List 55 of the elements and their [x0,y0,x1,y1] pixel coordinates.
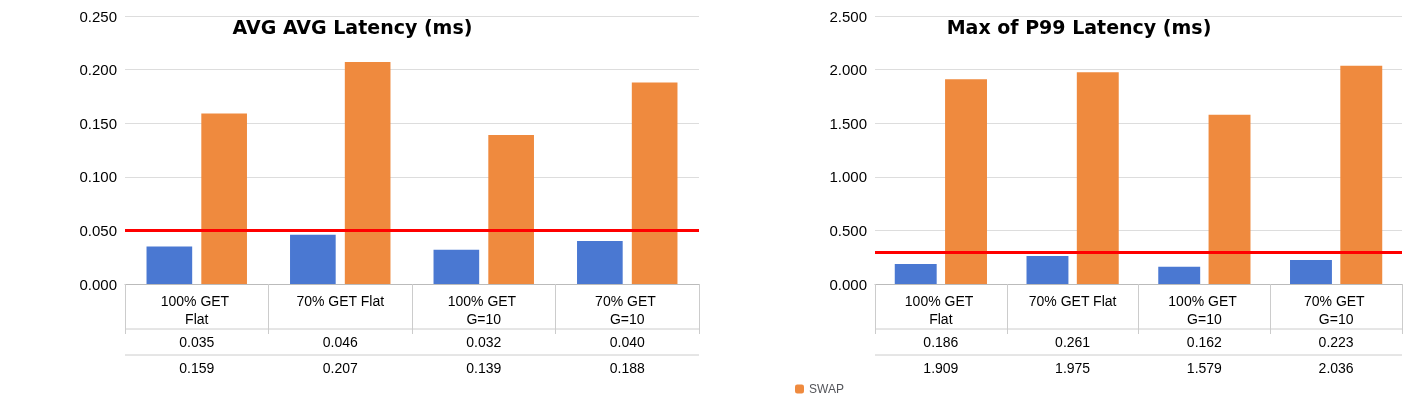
y-tick-label: 0.150 [79,114,117,132]
data-label: 0.188 [609,360,645,376]
data-label: 0.040 [609,334,645,350]
bar [201,113,247,284]
data-label: 0.159 [179,360,215,376]
x-tick-label: 70% GET G=10 [1303,293,1369,327]
bar [945,79,987,284]
y-tick-label: 0.100 [79,168,117,186]
data-label: 0.186 [923,334,959,350]
y-tick-label: 0.050 [79,221,117,239]
bar [1340,65,1383,284]
y-tick-label: 0.000 [829,275,867,293]
data-label: 0.223 [1318,334,1354,350]
bar [1290,260,1332,284]
x-tick-label: 70% GET Flat [1028,293,1117,309]
bar [1026,256,1069,284]
bar [631,82,678,284]
y-tick-label: 0.000 [79,275,117,293]
data-label: 0.139 [466,360,502,376]
data-label: 0.261 [1055,334,1091,350]
y-tick-label: 0.500 [829,221,867,239]
legend-label: SWAP [809,382,844,396]
bar [344,62,391,284]
x-tick-label: 100% GET Flat [160,293,233,327]
y-tick-label: 1.500 [829,114,867,132]
bar [894,264,937,284]
y-tick-label: 2.000 [829,61,867,79]
bar [1158,266,1201,284]
x-tick-label: 70% GET Flat [296,293,385,309]
y-tick-label: 1.000 [829,168,867,186]
bar [1076,72,1119,284]
x-tick-label: 100% GET G=10 [1168,293,1241,327]
bar [146,246,193,284]
chart-title: AVG AVG Latency (ms) [232,15,473,38]
bar [1208,114,1251,284]
bar [433,249,480,284]
data-label: 0.046 [322,334,358,350]
data-label: 2.036 [1318,360,1354,376]
data-label: 0.032 [466,334,502,350]
data-label: 0.207 [322,360,358,376]
x-tick-label: 100% GET G=10 [447,293,520,327]
x-tick-label: 100% GET Flat [904,293,977,327]
bar [290,234,336,284]
data-label: 1.975 [1055,360,1091,376]
chart-title: Max of P99 Latency (ms) [946,15,1212,38]
data-label: 1.909 [923,360,959,376]
y-tick-label: 0.250 [79,7,117,25]
data-label: 0.035 [179,334,215,350]
y-tick-label: 0.200 [79,61,117,79]
bar [577,241,623,284]
data-label: 0.162 [1186,334,1223,350]
data-label: 1.579 [1186,360,1223,376]
y-tick-label: 2.500 [829,7,867,25]
x-tick-label: 70% GET G=10 [595,293,660,327]
bar [488,134,534,284]
